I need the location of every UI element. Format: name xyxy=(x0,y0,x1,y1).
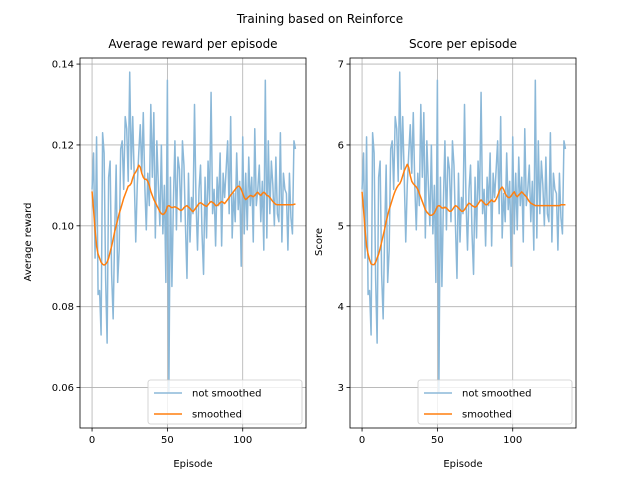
x-axis-label: Episode xyxy=(443,459,482,470)
x-tick-label: 50 xyxy=(431,435,444,446)
panel-title: Score per episode xyxy=(409,37,517,51)
series-line-not-smoothed xyxy=(91,71,297,393)
y-tick-label: 0.10 xyxy=(52,221,74,232)
y-tick-label: 7 xyxy=(338,60,344,71)
series-line-not-smoothed xyxy=(361,71,567,393)
y-tick-label: 3 xyxy=(338,383,344,394)
series-line-smoothed xyxy=(91,164,296,266)
axes-frame xyxy=(349,57,577,429)
panel-average-reward: Average reward per episode Episode Avera… xyxy=(23,37,307,470)
y-tick-label: 4 xyxy=(338,302,344,313)
legend-frame xyxy=(417,379,573,425)
legend-frame xyxy=(147,379,303,425)
x-tick-label: 50 xyxy=(161,435,174,446)
panel-score: Score per episode Episode Score 0 50 100 3 4… xyxy=(314,37,577,470)
y-tick-label: 6 xyxy=(338,140,344,151)
legend-label: smoothed xyxy=(462,410,512,421)
legend: not smoothed smoothed xyxy=(147,379,303,425)
y-tick-label: 0.06 xyxy=(52,383,74,394)
y-axis-label: Score xyxy=(314,228,325,256)
legend: not smoothed smoothed xyxy=(417,379,573,425)
y-tick-label: 0.12 xyxy=(52,140,74,151)
x-tick-label: 0 xyxy=(359,435,365,446)
legend-label: not smoothed xyxy=(462,389,532,400)
y-tick-label: 0.14 xyxy=(52,60,74,71)
x-axis-label: Episode xyxy=(173,459,212,470)
legend-label: not smoothed xyxy=(192,389,262,400)
panel-title: Average reward per episode xyxy=(108,37,277,51)
axes-frame xyxy=(79,57,307,429)
legend-label: smoothed xyxy=(192,410,242,421)
y-tick-label: 0.08 xyxy=(52,302,74,313)
x-tick-label: 100 xyxy=(233,435,252,446)
series-line-smoothed xyxy=(361,163,566,266)
x-tick-label: 100 xyxy=(503,435,522,446)
x-tick-label: 0 xyxy=(89,435,95,446)
y-axis-label: Average reward xyxy=(23,203,34,282)
figure-suptitle: Training based on Reinforce xyxy=(236,12,403,26)
y-tick-label: 5 xyxy=(338,221,344,232)
